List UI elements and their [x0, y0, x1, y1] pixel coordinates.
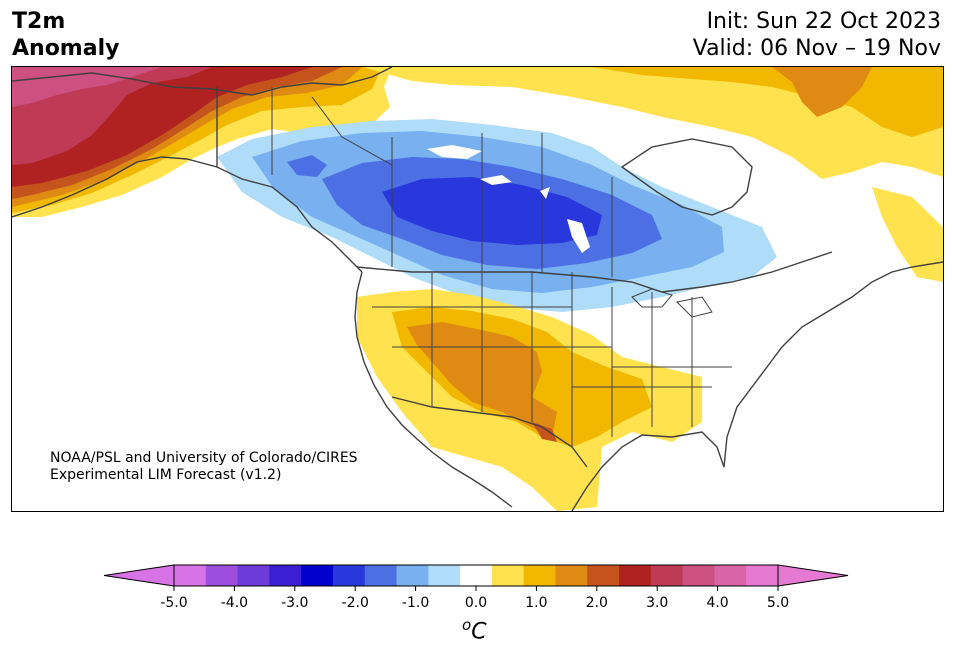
colorbar-cell — [746, 565, 779, 586]
colorbar-tick-label: -4.0 — [221, 595, 248, 611]
lake-great-slave — [480, 175, 512, 185]
cold-region-west — [287, 155, 327, 177]
colorbar-cell — [269, 565, 302, 586]
colorbar-over-extend — [777, 564, 849, 587]
lakes — [427, 145, 590, 253]
init-date-label: Init: Sun 22 Oct 2023 — [706, 9, 941, 34]
credit-text: NOAA/PSL and University of Colorado/CIRE… — [50, 450, 358, 484]
colorbar-cell — [682, 565, 715, 586]
colorbar-cell — [714, 565, 747, 586]
colorbar-cell — [237, 565, 270, 586]
colorbar-tick-label: 2.0 — [586, 595, 608, 611]
colorbar-tick-label: -5.0 — [160, 595, 187, 611]
colorbar-cell — [174, 565, 207, 586]
border-us-states — [372, 272, 732, 447]
border-canada-provinces — [271, 87, 613, 277]
colorbar-cell — [460, 565, 493, 586]
anomaly-shading — [12, 67, 943, 511]
colorbar-cell — [396, 565, 429, 586]
border-us-canada — [356, 251, 833, 293]
lake-winnipeg — [567, 219, 590, 253]
map-title-line2: Anomaly — [12, 36, 120, 61]
warm-region-south-4 — [532, 422, 557, 442]
forecast-dates: Init: Sun 22 Oct 2023 Valid: 06 Nov – 19… — [693, 8, 941, 62]
credit-line2: Experimental LIM Forecast (v1.2) — [50, 467, 282, 483]
map-title-line1: T2m — [12, 9, 66, 34]
colorbar-tick-label: 0.0 — [465, 595, 487, 611]
colorbar-cell — [491, 565, 525, 586]
colorbar-tick-label: -1.0 — [402, 595, 429, 611]
colorbar-tick-label: -2.0 — [342, 595, 369, 611]
colorbar-cell — [428, 565, 461, 586]
lake-athabasca — [540, 187, 550, 199]
colorbar-unit-label: oC — [462, 616, 487, 644]
colorbar-cell — [301, 565, 334, 586]
coastline-alaska — [12, 67, 393, 96]
colorbar-tick-label: 3.0 — [646, 595, 668, 611]
colorbar: -5.0 -4.0 -3.0 -2.0 -1.0 0.0 1.0 2.0 3.0 4.0 5.0 — [104, 564, 849, 611]
map-title: T2m Anomaly — [12, 8, 119, 62]
colorbar-cell — [619, 565, 652, 586]
great-lakes — [631, 288, 713, 318]
coastline-hudson-bay — [620, 138, 753, 216]
unit-celsius: C — [471, 619, 487, 645]
warm-region-arctic-3 — [772, 67, 872, 117]
warm-region-labrador — [872, 187, 943, 282]
colorbar-cell — [205, 565, 239, 586]
colorbar-tick-label: 1.0 — [525, 595, 547, 611]
credit-line1: NOAA/PSL and University of Colorado/CIRE… — [50, 450, 358, 466]
colorbar-cell — [364, 565, 398, 586]
coastline-atlantic — [723, 261, 943, 468]
colorbar-tick-label: 4.0 — [706, 595, 728, 611]
lake-great-bear — [427, 145, 482, 159]
map-boundaries — [12, 67, 943, 511]
anomaly-map: NOAA/PSL and University of Colorado/CIRE… — [11, 66, 944, 512]
unit-degree: o — [462, 616, 472, 634]
warm-region-arctic-outer — [362, 67, 943, 179]
colorbar-tick-label: 5.0 — [767, 595, 789, 611]
colorbar-cell — [332, 565, 366, 586]
coastline-gulf — [571, 431, 725, 511]
colorbar-tick-label: -3.0 — [281, 595, 308, 611]
coastline-pacific — [354, 271, 513, 508]
colorbar-cell — [523, 565, 556, 586]
colorbar-under-extend — [104, 564, 175, 587]
anomaly-map-canvas — [12, 67, 943, 511]
colorbar-cell — [650, 565, 684, 586]
valid-period-label: Valid: 06 Nov – 19 Nov — [692, 36, 941, 61]
colorbar-cell — [587, 565, 620, 586]
colorbar-cell — [555, 565, 588, 586]
